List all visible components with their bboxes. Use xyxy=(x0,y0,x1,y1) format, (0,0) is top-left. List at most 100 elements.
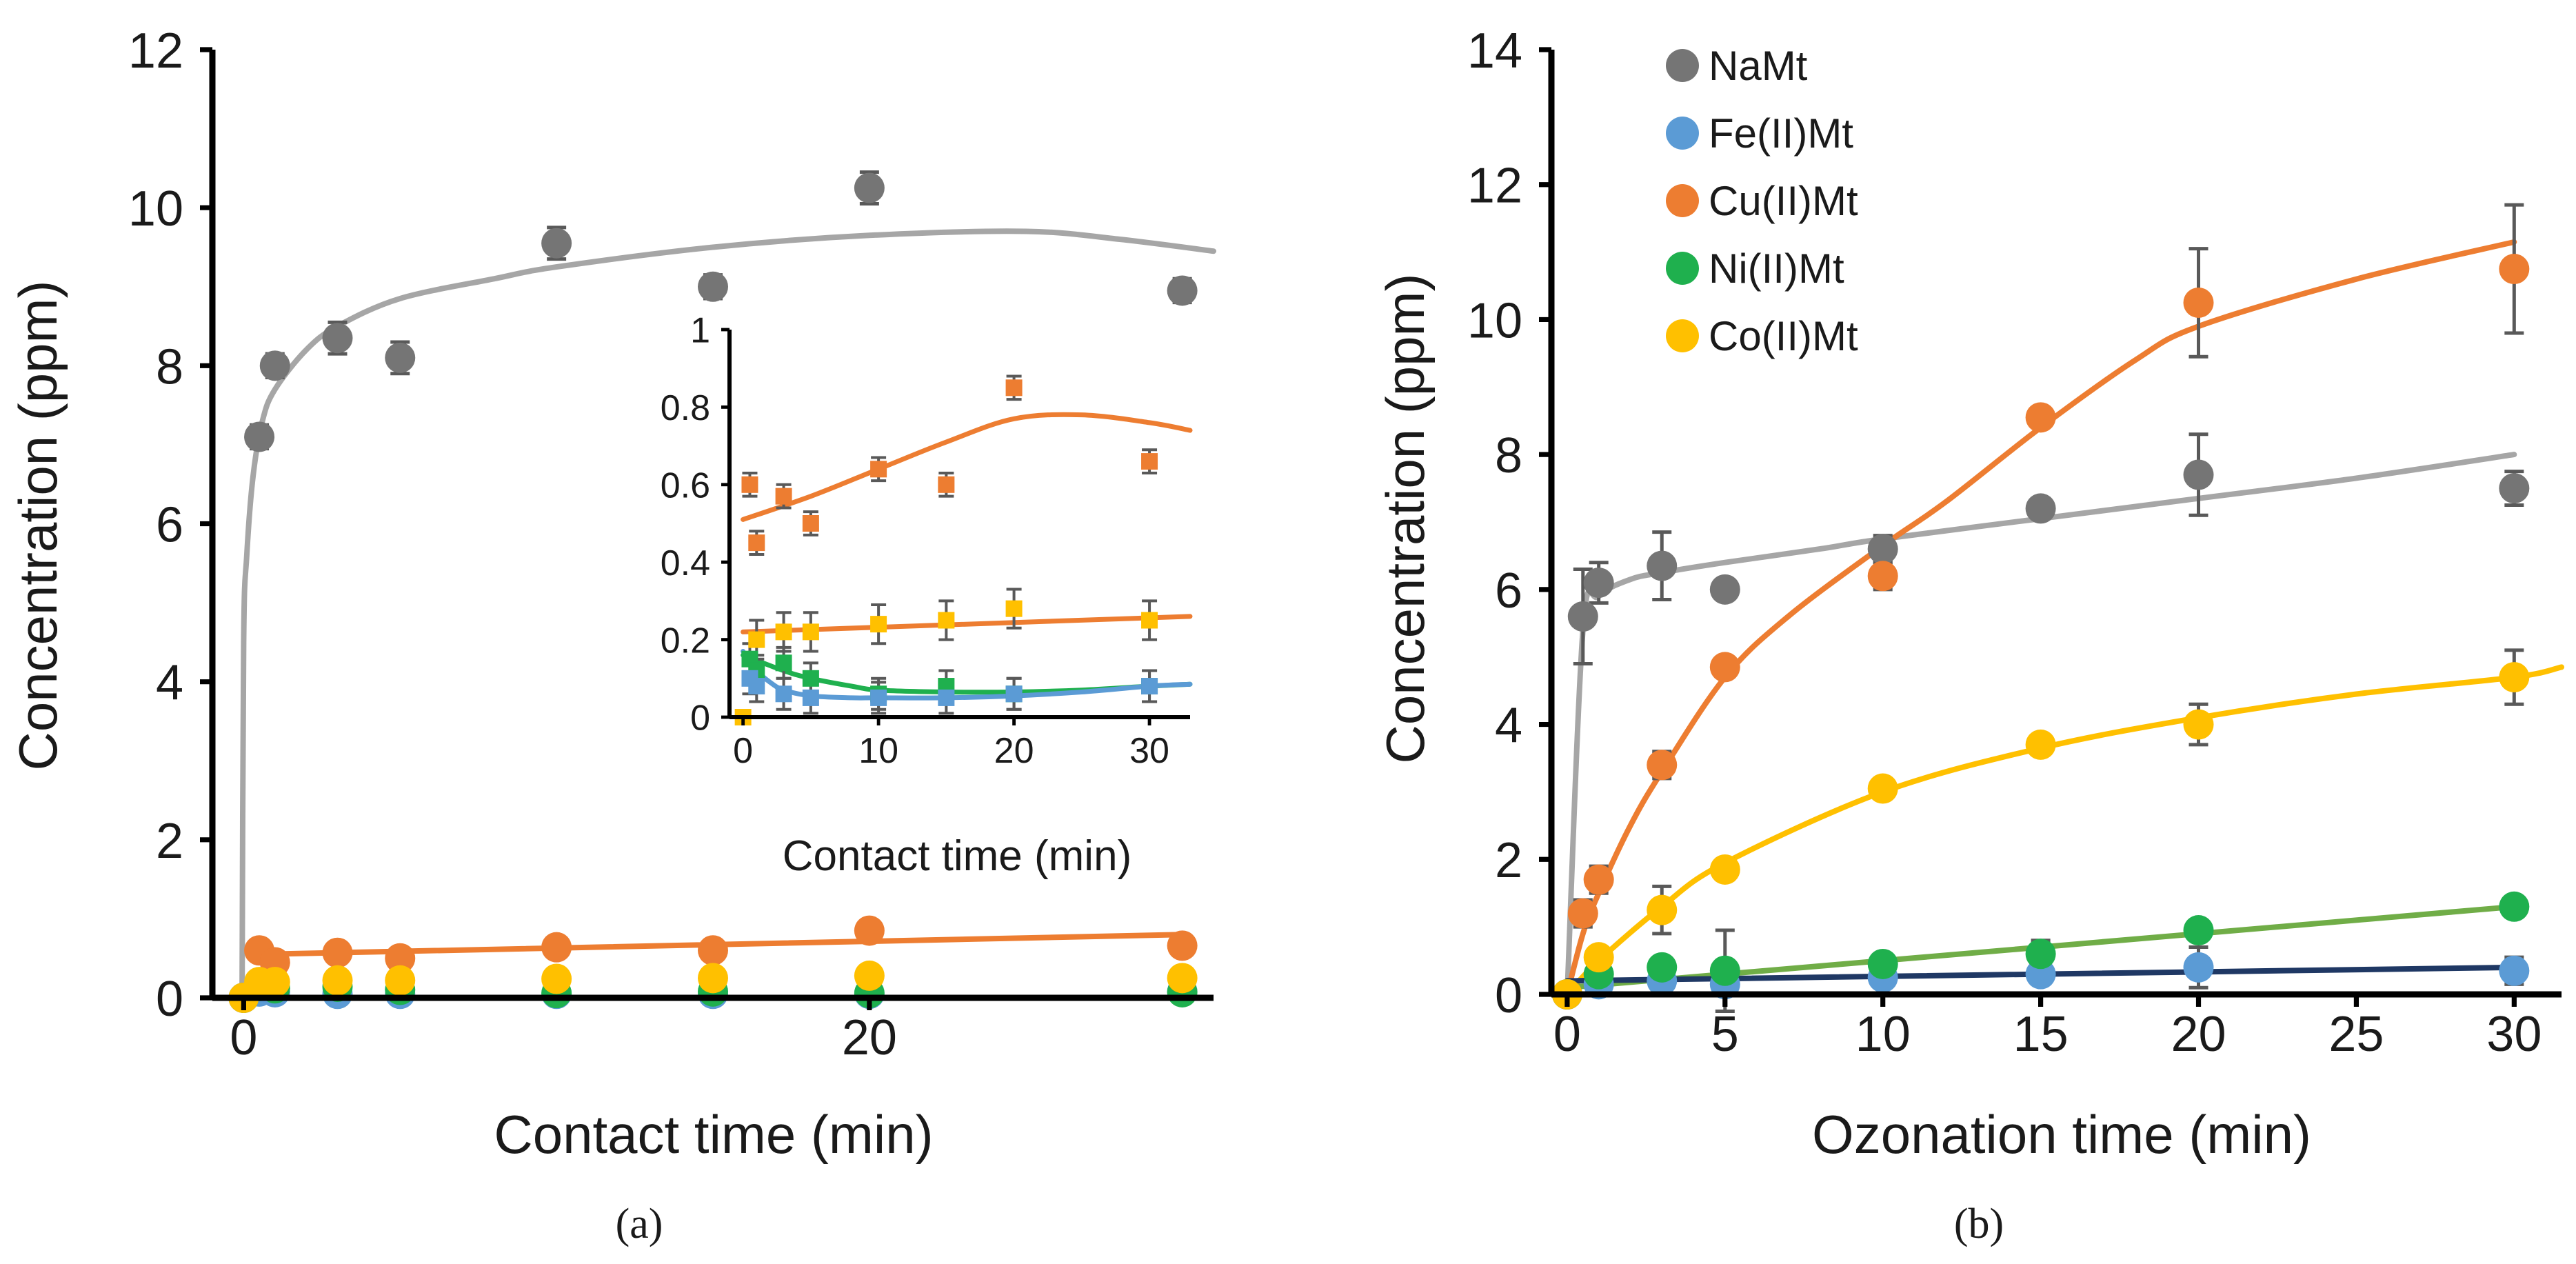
panel-a-y-tick-label: 10 xyxy=(128,181,183,237)
inset-tick-labels: 00.20.40.60.810 10 20 30 xyxy=(661,311,1169,771)
inset-co-ii-mt-point xyxy=(938,612,955,629)
panel-a-label: (a) xyxy=(616,1201,663,1247)
panel-b-ni-ii-mt-point xyxy=(1709,955,1740,986)
panel-a-x-axis-label: Contact time (min) xyxy=(494,1104,933,1165)
inset-x-tick-label: 10 xyxy=(858,731,898,771)
panel-b-y-tick-label: 10 xyxy=(1467,293,1522,348)
inset-co-ii-mt-point xyxy=(1005,600,1023,617)
panel-b-ni-ii-mt-point xyxy=(2025,939,2056,970)
panel-a-y-tick-label: 4 xyxy=(156,656,183,711)
panel-a-co-ii-mt-point xyxy=(385,965,416,996)
panel-a-axes xyxy=(200,47,1214,1010)
panel-a-namt-point xyxy=(259,350,290,381)
panel-a-namt-point xyxy=(322,323,353,354)
panel-a-co-ii-mt-point xyxy=(259,967,290,998)
panel-a-namt-point xyxy=(1167,275,1198,306)
panel-b-namt-point xyxy=(1567,601,1598,632)
panel-a-x-tick-label: 20 xyxy=(842,1010,897,1065)
panel-a-co-ii-mt-point xyxy=(322,965,353,996)
panel-a-x-tick-label: 0 xyxy=(230,1010,257,1065)
panel-b-y-tick-label: 12 xyxy=(1467,159,1522,214)
inset-x-tick-label: 0 xyxy=(733,731,753,771)
inset-fe-ii-mt-point xyxy=(1141,678,1158,695)
legend-marker-fe-ii-mt xyxy=(1666,117,1699,150)
legend-item-co-ii-mt: Co(II)Mt xyxy=(1666,313,1858,359)
panel-a-y-tick-label: 8 xyxy=(156,339,183,394)
panel-b-x-tick-label: 5 xyxy=(1711,1007,1739,1062)
legend-label-ni-ii-mt: Ni(II)Mt xyxy=(1709,245,1844,292)
inset-cu-ii-mt-fit-line xyxy=(741,412,1193,522)
panel-b-tick-labels: 0 2 4 6 8 10 12 14 0 5 10 15 20 25 30 xyxy=(1467,23,2542,1062)
inset-cu-ii-mt-point xyxy=(870,461,887,478)
panel-a-namt-point xyxy=(541,228,572,259)
legend-item-fe-ii-mt: Fe(II)Mt xyxy=(1666,110,1853,157)
panel-b-y-tick-label: 0 xyxy=(1495,968,1522,1023)
panel-b-x-tick-label: 20 xyxy=(2171,1007,2226,1062)
panel-b-x-tick-label: 10 xyxy=(1855,1007,1911,1062)
panel-b-ni-ii-mt-point xyxy=(2183,915,2214,946)
panel-b-namt-point xyxy=(1867,534,1898,565)
inset-fe-ii-mt-point xyxy=(938,689,955,706)
panel-a-co-ii-mt-point xyxy=(854,960,885,991)
inset-co-ii-mt-point xyxy=(870,616,887,633)
panel-b-x-axis-label: Ozonation time (min) xyxy=(1812,1104,2311,1165)
panel-b-cu-ii-mt-point xyxy=(2025,402,2056,433)
panel-b-cu-ii-mt-point xyxy=(1583,864,1614,895)
panel-b-namt-fit-line xyxy=(1564,452,2517,997)
panel-b-co-ii-mt-point xyxy=(2183,709,2214,740)
panel-a-error-bars xyxy=(250,170,1192,451)
inset-fe-ii-mt-point xyxy=(775,685,792,703)
panel-b-x-tick-label: 15 xyxy=(2013,1007,2069,1062)
panel-a-y-axis-label: Concentration (ppm) xyxy=(8,281,68,771)
panel-a-y-tick-label: 2 xyxy=(156,814,183,869)
panel-b-x-tick-label: 25 xyxy=(2328,1007,2384,1062)
panel-b-cu-ii-mt-point xyxy=(2499,254,2530,285)
panel-a-y-tick-label: 12 xyxy=(128,23,183,79)
inset-y-tick-label: 1 xyxy=(690,311,710,351)
inset-cu-ii-mt-point xyxy=(1141,453,1158,470)
legend-item-cu-ii-mt: Cu(II)Mt xyxy=(1666,178,1858,224)
legend-label-fe-ii-mt: Fe(II)Mt xyxy=(1709,110,1853,157)
panel-a-cu-ii-mt-point xyxy=(854,915,885,946)
inset-ni-ii-mt-point xyxy=(775,654,792,672)
panel-b-co-ii-mt-point xyxy=(1647,894,1678,925)
legend-marker-ni-ii-mt xyxy=(1666,252,1699,285)
panel-b-co-ii-mt-point xyxy=(1709,854,1740,885)
panel-b-cu-ii-mt-point xyxy=(1867,561,1898,592)
panel-b-ni-ii-mt-point xyxy=(1647,952,1678,983)
inset-cu-ii-mt-point xyxy=(748,534,765,552)
panel-a-y-tick-label: 6 xyxy=(156,497,183,552)
panel-b-namt-point xyxy=(1647,550,1678,581)
inset-y-tick-label: 0.6 xyxy=(661,466,710,506)
inset-fe-ii-mt-point xyxy=(748,678,765,695)
legend-marker-namt xyxy=(1666,49,1699,82)
panel-a-co-ii-mt-point xyxy=(698,963,728,994)
panel-b-co-ii-mt-point xyxy=(2025,729,2056,760)
inset-cu-ii-mt-point xyxy=(1005,379,1023,397)
panel-b-namt-point xyxy=(1583,568,1614,599)
panel-b-namt-point xyxy=(2183,459,2214,490)
inset-co-ii-mt-point xyxy=(748,631,765,648)
panel-a-cu-ii-mt-point xyxy=(322,937,353,968)
inset-x-axis-label: Contact time (min) xyxy=(783,832,1131,880)
inset-x-tick-label: 20 xyxy=(994,731,1034,771)
inset-fe-ii-mt-point xyxy=(802,689,819,706)
panel-b-namt-point xyxy=(2025,493,2056,524)
inset-y-tick-label: 0.8 xyxy=(661,388,710,428)
panel-b-axes xyxy=(1539,47,2562,1007)
panel-b-fe-ii-mt-point xyxy=(2183,952,2214,983)
inset-axes xyxy=(721,328,1190,725)
panel-a-namt-point xyxy=(698,271,728,302)
panel-a-cu-ii-mt-point xyxy=(698,935,728,966)
inset-fit-curves xyxy=(741,412,1193,701)
panel-b-x-tick-label: 30 xyxy=(2486,1007,2542,1062)
panel-b-cu-ii-mt-point xyxy=(1647,750,1678,781)
legend-label-namt: NaMt xyxy=(1709,43,1808,89)
inset-co-ii-mt-point xyxy=(775,623,792,641)
panel-b-y-tick-label: 14 xyxy=(1467,23,1522,79)
panel-b-cu-ii-mt-point xyxy=(2183,287,2214,318)
inset-error-bars xyxy=(742,374,1158,715)
panel-b-y-tick-label: 2 xyxy=(1495,833,1522,888)
panel-a-co-ii-mt-point xyxy=(541,963,572,994)
